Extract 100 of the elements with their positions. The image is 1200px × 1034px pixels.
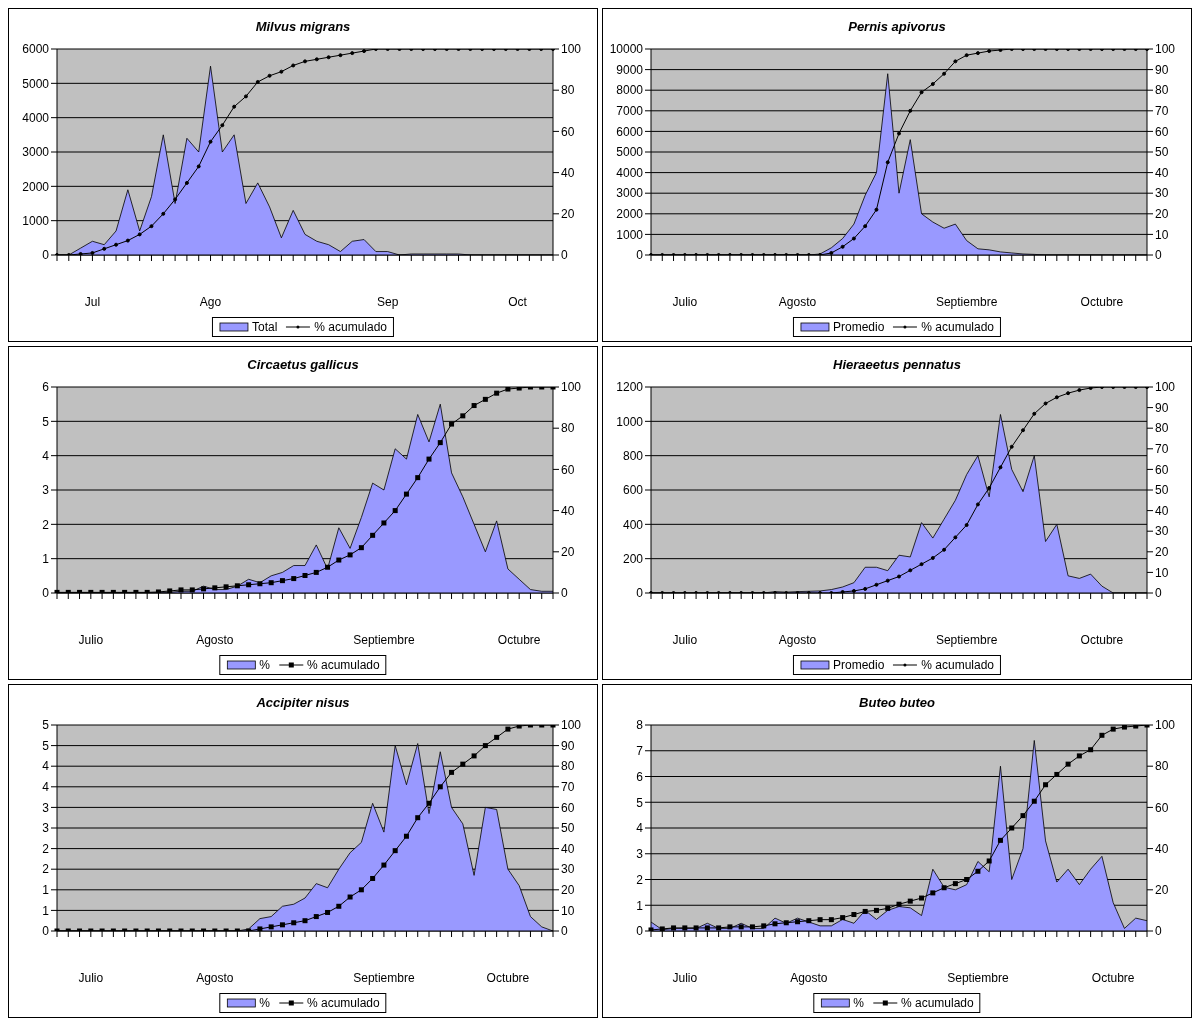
y2-tick-label: 40 (1155, 165, 1169, 180)
y-tick-label: 4000 (616, 165, 644, 180)
y2-tick-label: 40 (561, 503, 575, 518)
point (862, 908, 868, 914)
y-tick-label: 6000 (616, 124, 644, 139)
y-tick-label: 800 (622, 448, 644, 463)
point (704, 925, 710, 931)
y2-tick-label: 10 (1155, 227, 1169, 242)
point (167, 588, 173, 593)
y-tick-label: 3 (42, 800, 50, 815)
y2-tick-label: 40 (561, 165, 575, 180)
point (1076, 753, 1082, 759)
x-tick-label: Septiembre (353, 632, 415, 647)
point (65, 589, 71, 593)
y-tick-label: 2000 (616, 207, 644, 222)
y2-tick-label: 50 (561, 821, 575, 836)
point (727, 924, 733, 930)
y-tick-label: 3 (42, 483, 50, 498)
point (761, 923, 767, 929)
y-tick-label: 4 (42, 780, 50, 795)
point (460, 413, 466, 419)
point (403, 833, 409, 839)
y2-tick-label: 60 (1155, 800, 1169, 815)
point (234, 583, 240, 589)
point (144, 589, 150, 593)
chart-title: Circaetus gallicus (246, 356, 360, 374)
point (77, 589, 83, 593)
y-tick-label: 5 (42, 718, 50, 733)
y2-tick-label: 60 (561, 124, 575, 139)
point (415, 815, 421, 821)
y2-tick-label: 60 (561, 462, 575, 477)
point (716, 925, 722, 931)
point (738, 924, 744, 930)
point (997, 837, 1003, 843)
y2-tick-label: 100 (1155, 380, 1176, 395)
y-tick-label: 1 (636, 898, 644, 913)
y2-tick-label: 100 (561, 718, 582, 733)
y-tick-label: 0 (636, 924, 644, 939)
point (505, 726, 511, 732)
point (358, 545, 364, 551)
point (313, 914, 319, 920)
point (325, 909, 331, 915)
y-tick-label: 1000 (616, 227, 644, 242)
y-tick-label: 1 (42, 883, 50, 898)
point (817, 917, 823, 923)
point (1020, 813, 1026, 819)
y-tick-label: 3000 (616, 186, 644, 201)
y-tick-label: 8 (636, 718, 644, 733)
y2-tick-label: 80 (1155, 759, 1169, 774)
y-tick-label: 4 (42, 759, 50, 774)
y2-tick-label: 0 (1155, 924, 1162, 939)
y2-tick-label: 90 (1155, 400, 1169, 415)
x-tick-label: Octubre (497, 632, 541, 647)
point (201, 586, 207, 592)
y-tick-label: 4000 (22, 110, 50, 125)
y2-tick-label: 0 (561, 924, 568, 939)
y-tick-label: 0 (636, 248, 644, 263)
y2-tick-label: 40 (1155, 841, 1169, 856)
y-tick-label: 0 (42, 924, 50, 939)
x-tick-label: Julio (78, 970, 104, 985)
point (471, 753, 477, 759)
y2-tick-label: 80 (1155, 83, 1169, 98)
point (370, 875, 376, 881)
x-tick-label: Agosto (196, 632, 234, 647)
y2-tick-label: 20 (561, 545, 575, 560)
point (1088, 747, 1094, 753)
y-tick-label: 2 (42, 862, 50, 877)
point (302, 572, 308, 578)
point (212, 585, 218, 591)
point (1110, 726, 1116, 732)
point (986, 858, 992, 864)
y2-tick-label: 70 (561, 780, 575, 795)
y-tick-label: 1 (42, 551, 50, 566)
point (381, 520, 387, 526)
x-tick-label: Agosto (778, 632, 817, 647)
point (189, 587, 195, 593)
legend-label: % (853, 995, 864, 1011)
y-tick-label: 0 (42, 586, 50, 601)
point (437, 440, 443, 446)
point (88, 589, 94, 593)
y-tick-label: 600 (622, 483, 644, 498)
point (516, 725, 522, 729)
chart-title: Hieraeetus pennatus (832, 356, 962, 374)
y-tick-label: 7 (636, 744, 644, 759)
x-tick-label: Julio (672, 294, 698, 309)
legend-label: Promedio (832, 657, 885, 673)
y2-tick-label: 60 (1155, 124, 1169, 139)
point (336, 557, 342, 563)
y2-tick-label: 80 (561, 759, 575, 774)
y2-tick-label: 50 (1155, 483, 1169, 498)
point (392, 848, 398, 854)
chart-title: Milvus migrans (254, 18, 352, 36)
x-tick-label: Agosto (790, 970, 828, 985)
y-tick-label: 5000 (616, 145, 644, 160)
point (783, 920, 789, 926)
y2-tick-label: 20 (1155, 545, 1169, 560)
point (1065, 761, 1071, 767)
y2-tick-label: 0 (1155, 248, 1162, 263)
legend-label: % acumulado (306, 995, 380, 1011)
x-tick-label: Julio (672, 632, 698, 647)
